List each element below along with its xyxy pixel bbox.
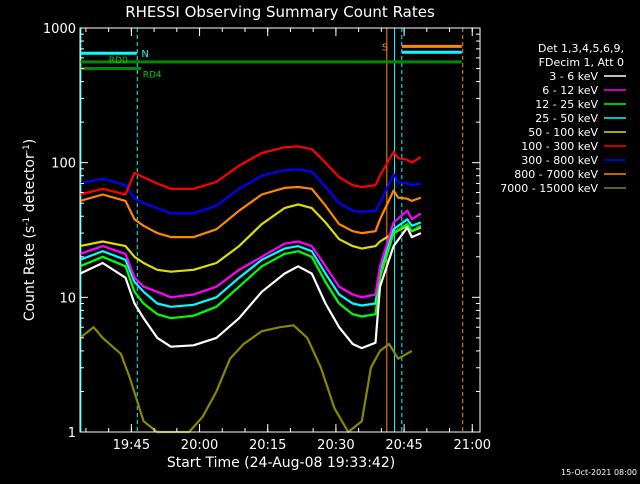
legend-header-1: FDecim 1, Att 0 [539,56,624,69]
ylabel-sup2: -1 [22,144,32,153]
y-tick-label-0: 1 [68,426,76,441]
series-line-25-50-kev [79,218,422,308]
legend: Det 1,3,4,5,6,9,FDecim 1, Att 03 - 6 keV… [500,42,626,195]
x-tick-label-2: 20:15 [249,438,286,453]
series-line-50-100-kev [79,203,422,273]
y-tick-label-2: 100 [51,157,76,172]
chart-title: RHESSI Observing Summary Count Rates [125,3,435,21]
series-line-7000-15000-kev [79,324,413,434]
series-line-800-7000-kev [79,185,422,239]
ylabel-main: Count Rate (s [22,226,38,321]
flag-label-n: N [141,49,148,60]
legend-label-7: 800 - 7000 keV [514,168,598,181]
series-line-12-25-kev [79,223,422,320]
legend-label-3: 25 - 50 keV [535,112,598,125]
legend-label-5: 100 - 300 keV [521,140,598,153]
y-tick-label-1: 10 [59,291,76,306]
series-line-300-800-kev [79,168,422,215]
series-line-3-6-kev [79,226,422,350]
legend-label-1: 6 - 12 keV [542,84,598,97]
axes: 1 10 100 1000 19:45 20:00 20:15 20:30 20:45 21:00 [43,22,491,453]
ylabel-mid: detector [22,153,38,217]
ylabel-sup1: -1 [22,217,32,226]
plot-frame [79,27,481,433]
ylabel-end: ) [22,139,38,144]
legend-header-0: Det 1,3,4,5,6,9, [538,42,624,55]
legend-label-0: 3 - 6 keV [549,70,598,83]
y-tick-label-3: 1000 [43,22,76,37]
flag-label-s: S [382,42,388,53]
x-tick-label-4: 20:45 [385,438,422,453]
timestamp: 15-Oct-2021 08:00 [561,468,637,477]
y-axis-label: Count Rate (s-1 detector-1) [22,139,38,321]
flag-label-rd4: RD4 [143,71,162,81]
series-line-100-300-kev [79,145,422,196]
x-axis-label: Start Time (24-Aug-08 19:33:42) [167,455,395,471]
legend-label-2: 12 - 25 keV [535,98,598,111]
x-tick-label-1: 20:00 [181,438,218,453]
legend-label-8: 7000 - 15000 keV [500,182,598,195]
legend-label-4: 50 - 100 keV [528,126,598,139]
x-tick-label-5: 21:00 [454,438,491,453]
flag-label-rd0: RD0 [109,56,128,66]
legend-label-6: 300 - 800 keV [521,154,598,167]
plot-area: N S RD0 RD4 [79,28,464,434]
x-tick-label-3: 20:30 [317,438,354,453]
x-tick-label-0: 19:45 [113,438,150,453]
series-line-6-12-kev [79,209,422,299]
